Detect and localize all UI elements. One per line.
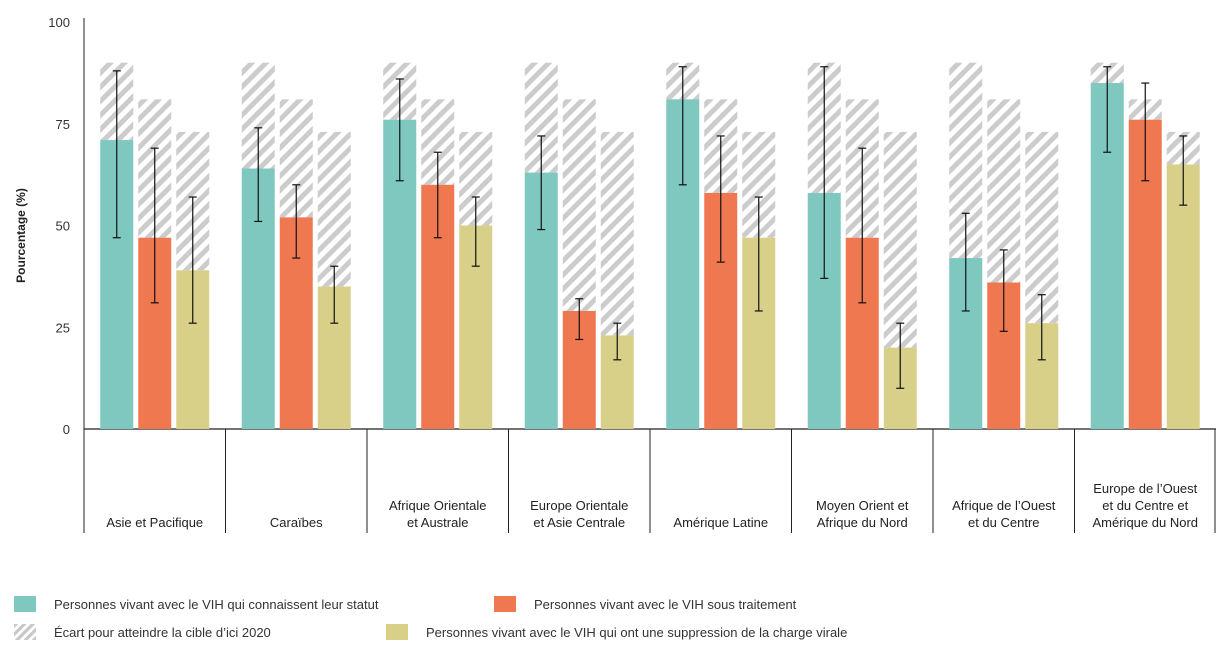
category-label: et du Centre xyxy=(968,515,1040,530)
legend-item-ecart: Écart pour atteindre la cible d’ici 2020 xyxy=(14,624,271,640)
category-label: et Australe xyxy=(407,515,468,530)
y-axis-title: Pourcentage (%) xyxy=(14,188,28,283)
chart-legend: Personnes vivant avec le VIH qui connais… xyxy=(14,596,1204,644)
category-label: Amérique du Nord xyxy=(1093,515,1199,530)
value-bar xyxy=(1166,164,1200,429)
category-label: Moyen Orient et xyxy=(816,498,909,513)
legend-item-traitement: Personnes vivant avec le VIH sous traite… xyxy=(494,596,796,612)
category-label: Afrique Orientale xyxy=(389,498,487,513)
category-label: et du Centre et xyxy=(1102,498,1188,513)
category-label: et Asie Centrale xyxy=(533,515,625,530)
gap-bar xyxy=(317,131,351,287)
gap-bar xyxy=(1025,131,1059,324)
category-label: Europe de l’Ouest xyxy=(1093,481,1197,496)
legend-item-statut: Personnes vivant avec le VIH qui connais… xyxy=(14,596,378,612)
y-tick-label: 50 xyxy=(56,219,70,234)
legend-label-traitement: Personnes vivant avec le VIH sous traite… xyxy=(534,596,797,612)
y-tick-label: 25 xyxy=(56,320,70,335)
y-tick-label: 0 xyxy=(63,422,70,437)
category-label: Asie et Pacifique xyxy=(106,515,203,530)
category-label: Afrique du Nord xyxy=(817,515,908,530)
legend-swatch-ecart xyxy=(14,624,36,640)
gap-bar xyxy=(883,131,917,348)
bar-chart: 0 25 50 75 100 Pourcentage (%) Asie et Pacifi… xyxy=(14,15,1216,533)
category-label: Amérique Latine xyxy=(673,515,768,530)
y-tick-label: 75 xyxy=(56,117,70,132)
gap-bar xyxy=(562,99,596,311)
legend-item-suppression: Personnes vivant avec le VIH qui ont une… xyxy=(386,624,847,640)
legend-swatch-traitement xyxy=(494,596,516,612)
legend-label-statut: Personnes vivant avec le VIH qui connais… xyxy=(54,596,379,612)
legend-swatch-suppression xyxy=(386,624,408,640)
legend-label-ecart: Écart pour atteindre la cible d’ici 2020 xyxy=(54,624,271,640)
category-label: Afrique de l’Ouest xyxy=(952,498,1056,513)
category-label: Caraïbes xyxy=(270,515,323,530)
gap-bar xyxy=(600,131,634,336)
y-tick-label: 100 xyxy=(48,15,70,30)
category-label: Europe Orientale xyxy=(530,498,628,513)
legend-swatch-statut xyxy=(14,596,36,612)
legend-label-suppression: Personnes vivant avec le VIH qui ont une… xyxy=(426,624,848,640)
